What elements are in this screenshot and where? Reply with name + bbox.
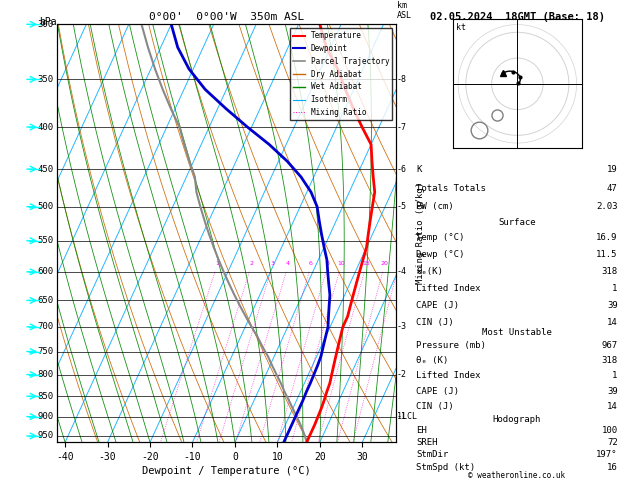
Text: Dewp (°C): Dewp (°C) <box>416 250 465 259</box>
Text: -7: -7 <box>397 122 407 132</box>
Text: PW (cm): PW (cm) <box>416 202 454 211</box>
Text: 1: 1 <box>215 261 219 266</box>
Text: θₑ (K): θₑ (K) <box>416 356 448 365</box>
Text: CIN (J): CIN (J) <box>416 318 454 327</box>
Text: 700: 700 <box>38 322 54 331</box>
Text: 47: 47 <box>607 184 618 193</box>
Text: Hodograph: Hodograph <box>493 415 541 424</box>
Text: 39: 39 <box>607 301 618 310</box>
Text: 500: 500 <box>38 202 54 211</box>
Text: Most Unstable: Most Unstable <box>482 328 552 337</box>
Text: hPa: hPa <box>39 17 57 27</box>
Text: 800: 800 <box>38 370 54 379</box>
Text: km
ASL: km ASL <box>397 0 412 20</box>
Text: 197°: 197° <box>596 451 618 459</box>
Text: 318: 318 <box>601 267 618 276</box>
Text: -1: -1 <box>397 412 407 421</box>
Text: Surface: Surface <box>498 218 536 227</box>
Text: Pressure (mb): Pressure (mb) <box>416 341 486 350</box>
Text: 350: 350 <box>38 75 54 84</box>
Text: 450: 450 <box>38 165 54 174</box>
Title: 0°00'  0°00'W  350m ASL: 0°00' 0°00'W 350m ASL <box>149 12 304 22</box>
X-axis label: Dewpoint / Temperature (°C): Dewpoint / Temperature (°C) <box>142 466 311 476</box>
Text: -4: -4 <box>397 267 407 277</box>
Text: 900: 900 <box>38 412 54 421</box>
Text: 600: 600 <box>38 267 54 277</box>
Text: 4: 4 <box>286 261 290 266</box>
Text: 19: 19 <box>607 165 618 174</box>
Text: 72: 72 <box>607 438 618 447</box>
Text: 3: 3 <box>270 261 274 266</box>
Text: 1: 1 <box>613 284 618 293</box>
Text: 850: 850 <box>38 392 54 401</box>
Text: Lifted Index: Lifted Index <box>416 284 481 293</box>
Text: 14: 14 <box>607 402 618 411</box>
Text: 2: 2 <box>249 261 253 266</box>
Text: 20: 20 <box>381 261 388 266</box>
Text: Mixing Ratio (g/kg): Mixing Ratio (g/kg) <box>416 182 425 284</box>
Legend: Temperature, Dewpoint, Parcel Trajectory, Dry Adiabat, Wet Adiabat, Isotherm, Mi: Temperature, Dewpoint, Parcel Trajectory… <box>290 28 392 120</box>
Text: -6: -6 <box>397 165 407 174</box>
Text: 15: 15 <box>362 261 370 266</box>
Text: 650: 650 <box>38 296 54 305</box>
Text: -5: -5 <box>397 202 407 211</box>
Text: 550: 550 <box>38 236 54 245</box>
Text: 14: 14 <box>607 318 618 327</box>
Text: CIN (J): CIN (J) <box>416 402 454 411</box>
Text: 1: 1 <box>613 371 618 381</box>
Text: -2: -2 <box>397 370 407 379</box>
Text: CAPE (J): CAPE (J) <box>416 301 459 310</box>
Text: kt: kt <box>455 23 465 32</box>
Text: 100: 100 <box>601 426 618 435</box>
Text: K: K <box>416 165 421 174</box>
Text: 967: 967 <box>601 341 618 350</box>
Text: 6: 6 <box>309 261 313 266</box>
Text: Temp (°C): Temp (°C) <box>416 233 465 242</box>
Text: Totals Totals: Totals Totals <box>416 184 486 193</box>
Text: EH: EH <box>416 426 427 435</box>
Text: 300: 300 <box>38 20 54 29</box>
Text: θₑ(K): θₑ(K) <box>416 267 443 276</box>
Text: 318: 318 <box>601 356 618 365</box>
Text: StmDir: StmDir <box>416 451 448 459</box>
Text: 400: 400 <box>38 122 54 132</box>
Text: 750: 750 <box>38 347 54 356</box>
Text: -8: -8 <box>397 75 407 84</box>
Text: © weatheronline.co.uk: © weatheronline.co.uk <box>469 471 565 480</box>
Text: CAPE (J): CAPE (J) <box>416 387 459 396</box>
Text: 2.03: 2.03 <box>596 202 618 211</box>
Text: 8: 8 <box>326 261 330 266</box>
Text: StmSpd (kt): StmSpd (kt) <box>416 463 476 472</box>
Text: 16: 16 <box>607 463 618 472</box>
Text: 16.9: 16.9 <box>596 233 618 242</box>
Text: 11.5: 11.5 <box>596 250 618 259</box>
Text: 10: 10 <box>337 261 345 266</box>
Text: 950: 950 <box>38 432 54 440</box>
Text: 1LCL: 1LCL <box>397 412 417 421</box>
Text: -3: -3 <box>397 322 407 331</box>
Text: 02.05.2024  18GMT (Base: 18): 02.05.2024 18GMT (Base: 18) <box>430 12 604 22</box>
Text: 39: 39 <box>607 387 618 396</box>
Text: Lifted Index: Lifted Index <box>416 371 481 381</box>
Text: SREH: SREH <box>416 438 438 447</box>
